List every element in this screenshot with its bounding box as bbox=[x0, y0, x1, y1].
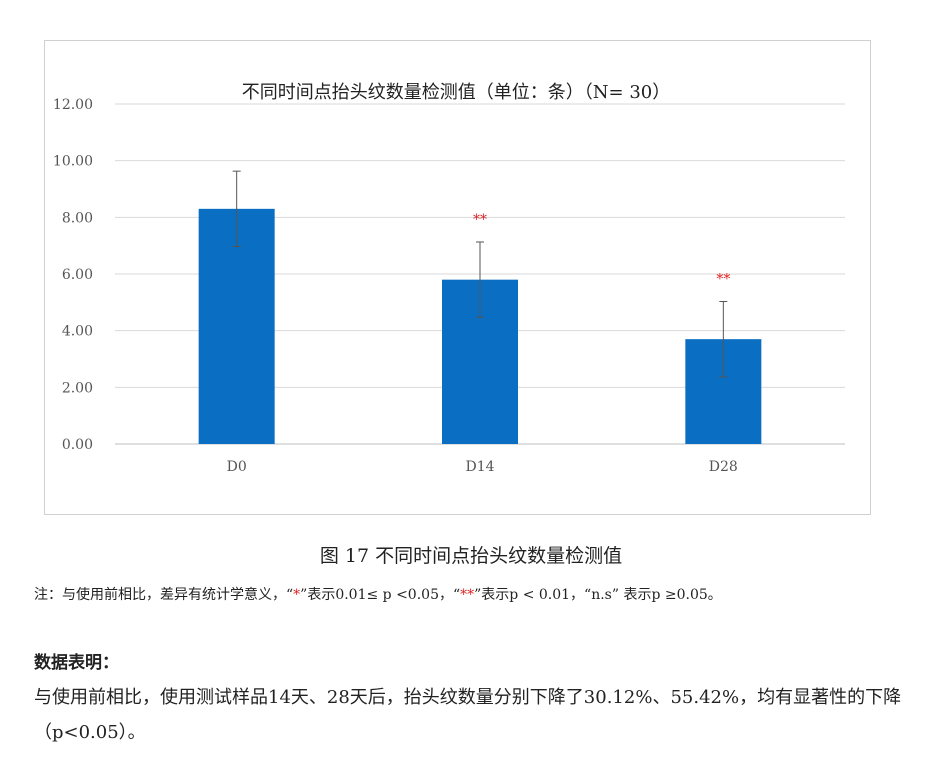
section-heading: 数据表明： bbox=[34, 653, 119, 673]
note-star-single: * bbox=[293, 587, 301, 603]
y-tick-label: 10.00 bbox=[53, 154, 93, 170]
x-tick-label: D14 bbox=[465, 459, 494, 475]
note-text-1: 注：与使用前相比，差异有统计学意义，“ bbox=[34, 587, 294, 603]
x-tick-label: D28 bbox=[709, 459, 738, 475]
y-tick-label: 6.00 bbox=[62, 267, 93, 283]
significance-note: 注：与使用前相比，差异有统计学意义，“*”表示0.01≤ p <0.05，“**… bbox=[34, 584, 722, 604]
chart-title: 不同时间点抬头纹数量检测值（单位：条）（N= 30） bbox=[242, 82, 670, 103]
x-tick-label: D0 bbox=[227, 459, 247, 475]
note-text-3: ”表示p < 0.01，“n.s” 表示p ≥0.05。 bbox=[474, 587, 722, 603]
section-body: 与使用前相比，使用测试样品14天、28天后，抬头纹数量分别下降了30.12%、5… bbox=[34, 687, 902, 743]
chart-frame: 0.00 2.00 4.00 6.00 8.00 10.00 12.00 D0 D14 ** D28… bbox=[44, 40, 871, 515]
significance-mark: ** bbox=[473, 212, 487, 228]
y-tick-label: 12.00 bbox=[53, 97, 93, 113]
significance-mark: ** bbox=[716, 271, 730, 287]
bar-chart: 0.00 2.00 4.00 6.00 8.00 10.00 12.00 D0 D14 ** D28… bbox=[53, 82, 845, 475]
y-tick-label: 8.00 bbox=[62, 210, 93, 226]
y-tick-label: 2.00 bbox=[62, 380, 93, 396]
note-star-double: ** bbox=[460, 587, 475, 603]
note-text-2: ”表示0.01≤ p <0.05，“ bbox=[300, 587, 461, 603]
y-tick-label: 4.00 bbox=[62, 324, 93, 340]
bar bbox=[198, 208, 275, 444]
y-tick-label: 0.00 bbox=[62, 437, 93, 453]
figure-caption: 图 17 不同时间点抬头纹数量检测值 bbox=[319, 545, 623, 567]
